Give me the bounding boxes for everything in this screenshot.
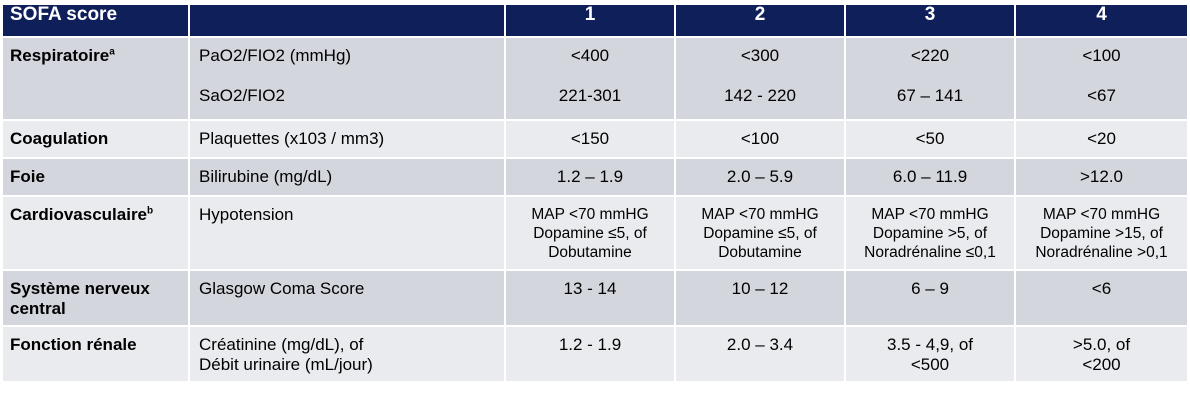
value-systeme-nerveux-2: 10 – 12 [676,271,846,327]
table-row-cardiovasculaire: Cardiovasculaireb Hypotension MAP <70 mm… [3,197,1187,271]
value-systeme-nerveux-4: <6 [1016,271,1187,327]
header-score-3: 3 [846,5,1016,38]
header-blank [190,5,506,38]
value-cardiovasculaire-4: MAP <70 mmHG Dopamine >15, of Noradrénalin… [1016,197,1187,271]
value-fonction-renale-2: 2.0 – 3.4 [676,327,846,383]
value-respiratoire-1: <400 221-301 [506,38,676,121]
category-coagulation: Coagulation [3,121,190,159]
param-respiratoire: PaO2/FIO2 (mmHg) SaO2/FIO2 [190,38,506,121]
table-row-respiratoire: Respiratoirea PaO2/FIO2 (mmHg) SaO2/FIO2… [3,38,1187,121]
value-foie-1: 1.2 – 1.9 [506,159,676,197]
value-cardiovasculaire-2: MAP <70 mmHG Dopamine ≤5, of Dobutamine [676,197,846,271]
sofa-score-table: SOFA score 1 2 3 4 Respiratoirea PaO2/FI… [3,5,1187,383]
value-systeme-nerveux-1: 13 - 14 [506,271,676,327]
value-foie-3: 6.0 – 11.9 [846,159,1016,197]
param-systeme-nerveux: Glasgow Coma Score [190,271,506,327]
param-fonction-renale: Créatinine (mg/dL), of Débit urinaire (mL… [190,327,506,383]
param-coagulation: Plaquettes (x103 / mm3) [190,121,506,159]
value-coagulation-3: <50 [846,121,1016,159]
header-score-1: 1 [506,5,676,38]
value-fonction-renale-3: 3.5 - 4,9, of <500 [846,327,1016,383]
value-fonction-renale-4: >5.0, of <200 [1016,327,1187,383]
category-respiratoire: Respiratoirea [3,38,190,121]
value-coagulation-2: <100 [676,121,846,159]
table-row-systeme-nerveux: Système nerveux central Glasgow Coma Scor… [3,271,1187,327]
value-respiratoire-3: <220 67 – 141 [846,38,1016,121]
value-respiratoire-2: <300 142 - 220 [676,38,846,121]
value-foie-2: 2.0 – 5.9 [676,159,846,197]
value-respiratoire-4: <100 <67 [1016,38,1187,121]
category-fonction-renale: Fonction rénale [3,327,190,383]
table-row-foie: Foie Bilirubine (mg/dL) 1.2 – 1.9 2.0 – … [3,159,1187,197]
value-systeme-nerveux-3: 6 – 9 [846,271,1016,327]
value-foie-4: >12.0 [1016,159,1187,197]
header-score-2: 2 [676,5,846,38]
category-foie: Foie [3,159,190,197]
header-title: SOFA score [3,5,190,38]
header-row: SOFA score 1 2 3 4 [3,5,1187,38]
table-row-fonction-renale: Fonction rénale Créatinine (mg/dL), of Dé… [3,327,1187,383]
value-cardiovasculaire-1: MAP <70 mmHG Dopamine ≤5, of Dobutamine [506,197,676,271]
value-cardiovasculaire-3: MAP <70 mmHG Dopamine >5, of Noradrénaline… [846,197,1016,271]
value-coagulation-4: <20 [1016,121,1187,159]
category-cardiovasculaire: Cardiovasculaireb [3,197,190,271]
header-score-4: 4 [1016,5,1187,38]
value-coagulation-1: <150 [506,121,676,159]
param-foie: Bilirubine (mg/dL) [190,159,506,197]
table-row-coagulation: Coagulation Plaquettes (x103 / mm3) <150… [3,121,1187,159]
category-systeme-nerveux: Système nerveux central [3,271,190,327]
param-cardiovasculaire: Hypotension [190,197,506,271]
value-fonction-renale-1: 1.2 - 1.9 [506,327,676,383]
